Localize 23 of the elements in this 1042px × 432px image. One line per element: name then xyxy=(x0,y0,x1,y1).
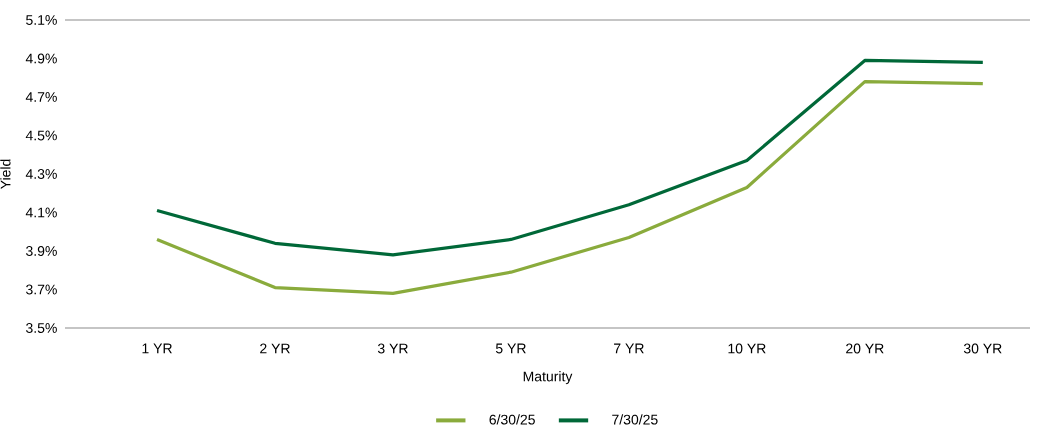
x-tick-label: 30 YR xyxy=(963,343,1002,354)
y-tick-label: 5.1% xyxy=(26,15,57,25)
y-tick-label: 4.7% xyxy=(25,92,57,102)
x-tick-label: 20 YR xyxy=(846,343,884,354)
x-tick-label: 7 YR xyxy=(614,343,644,354)
x-tick-label: 5 YR xyxy=(495,343,526,354)
line-series xyxy=(155,80,985,295)
x-tick-label: 2 YR xyxy=(260,343,290,354)
y-tick-label: 4.5% xyxy=(25,130,57,141)
y-tick-label: 4.3% xyxy=(25,169,57,179)
x-tick-label: 10 YR xyxy=(728,343,766,354)
y-tick-label: 4.1% xyxy=(25,207,57,218)
y-tick-label: 3.7% xyxy=(26,284,57,295)
line-series xyxy=(155,58,985,257)
y-axis-title: Yield xyxy=(0,159,11,189)
legend-label: 6/30/25 xyxy=(489,414,535,425)
x-tick-label: 3 YR xyxy=(377,343,408,354)
y-tick-label: 3.5% xyxy=(26,323,57,333)
legend-label: 7/30/25 xyxy=(612,414,658,425)
y-tick-label: 3.9% xyxy=(26,246,57,256)
y-tick-label: 4.9% xyxy=(25,53,57,64)
x-tick-label: 1 YR xyxy=(142,343,172,354)
x-axis-title: Maturity xyxy=(523,371,573,385)
